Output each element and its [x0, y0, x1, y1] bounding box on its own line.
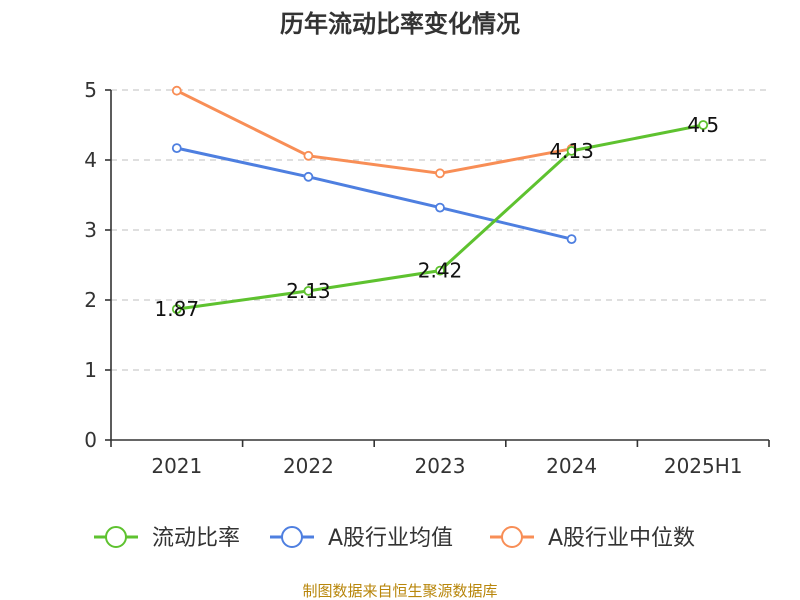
- data-labels: 1.87 2.13 2.42 4.13 4.5: [155, 113, 720, 321]
- legend-item-0[interactable]: 流动比率: [94, 526, 240, 551]
- point-s0-2022: [303, 285, 314, 296]
- axes: 0 1 2 3 4 5 2021 2022 2023 2024 2025H1: [84, 78, 770, 478]
- point-s1-2021: [171, 143, 182, 154]
- legend-label-0: 流动比率: [152, 526, 240, 551]
- legend-item-2[interactable]: A股行业中位数: [490, 526, 695, 551]
- y-tick-label-2: 2: [84, 288, 97, 312]
- series-line-1: [176, 146, 572, 241]
- point-s2-2022: [303, 150, 314, 161]
- point-s0-2021: [171, 304, 182, 315]
- point-s0-2024: [566, 145, 577, 156]
- data-label-2022: 2.13: [286, 279, 331, 303]
- point-s2-2021: [171, 85, 182, 96]
- point-s1-2023: [435, 202, 445, 213]
- source-note: 制图数据来自恒生聚源数据库: [302, 582, 497, 600]
- y-tick-label-0: 0: [84, 428, 97, 452]
- legend-label-2: A股行业中位数: [548, 526, 695, 551]
- x-tick-label-2024: 2024: [546, 454, 597, 478]
- legend-marker-2: [501, 526, 523, 548]
- x-tick-label-2021: 2021: [151, 454, 202, 478]
- y-tick-label-4: 4: [84, 148, 97, 172]
- point-s2-2023: [435, 168, 445, 179]
- legend-marker-0: [105, 526, 127, 548]
- y-tick-label-1: 1: [84, 358, 97, 382]
- y-tick-label-3: 3: [84, 218, 97, 242]
- point-s0-2025H1: [698, 120, 709, 130]
- series-line-2: [176, 89, 572, 175]
- legend[interactable]: 流动比率 A股行业均值 A股行业中位数: [94, 526, 695, 551]
- legend-marker-1: [281, 526, 303, 548]
- legend-item-1[interactable]: A股行业均值: [270, 526, 453, 551]
- x-tick-label-2023: 2023: [415, 454, 466, 478]
- legend-label-1: A股行业均值: [328, 526, 453, 551]
- x-tick-label-2022: 2022: [283, 454, 334, 478]
- point-s1-2024: [566, 234, 577, 245]
- data-label-2025H1: 4.5: [687, 113, 719, 137]
- data-label-2024: 4.13: [549, 139, 594, 163]
- chart-title: 历年流动比率变化情况: [280, 10, 520, 38]
- data-label-2021: 1.87: [155, 297, 200, 321]
- x-tick-label-2025H1: 2025H1: [664, 454, 743, 478]
- series: [171, 85, 709, 315]
- y-tick-label-5: 5: [84, 78, 97, 102]
- point-s0-2023: [435, 265, 445, 276]
- data-label-2023: 2.42: [418, 259, 463, 283]
- point-s1-2022: [303, 171, 314, 182]
